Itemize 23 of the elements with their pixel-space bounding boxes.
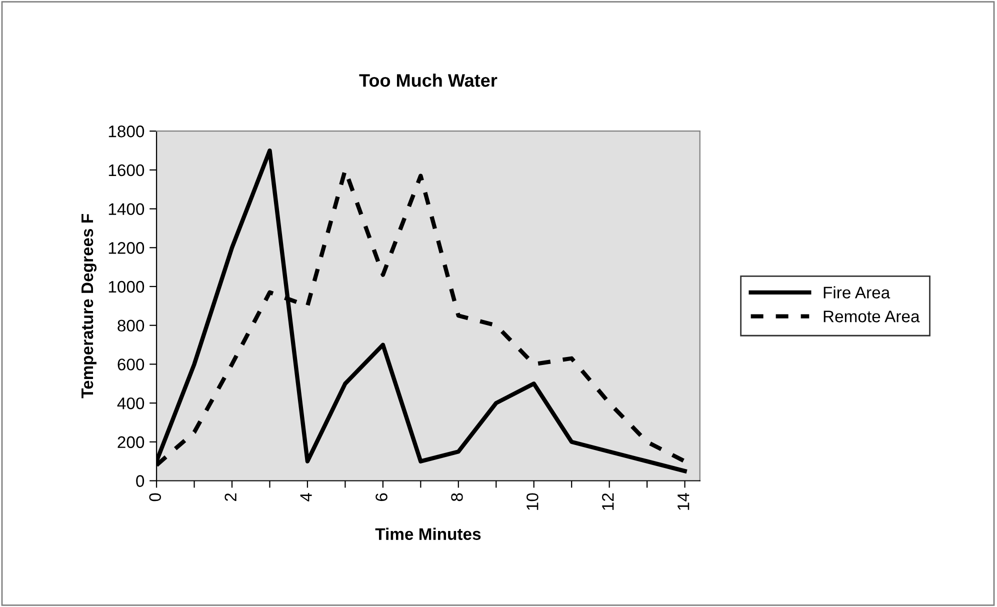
y-tick-label: 600 <box>118 358 144 370</box>
legend-label: Remote Area <box>824 310 920 322</box>
y-tick-label: 1400 <box>108 203 144 216</box>
x-tick-label: 6 <box>376 493 388 501</box>
x-tick-label: 10 <box>526 493 538 510</box>
x-tick-label: 8 <box>451 493 463 502</box>
x-tick-label: 0 <box>149 493 162 502</box>
x-tick-label: 14 <box>678 493 690 510</box>
y-tick-label: 400 <box>117 397 144 410</box>
y-tick-label: 1200 <box>108 242 144 254</box>
y-tick-label: 1800 <box>108 126 144 138</box>
chart-title: Too Much Water <box>359 74 498 87</box>
y-tick-label: 1000 <box>108 280 144 293</box>
y-axis-title: Temperature Degrees F <box>82 214 97 398</box>
legend-label: Fire Area <box>824 286 890 298</box>
x-axis-title: Time Minutes <box>375 528 481 540</box>
x-tick-label: 4 <box>300 493 312 502</box>
y-tick-label: 200 <box>118 436 144 448</box>
y-tick-label: 800 <box>118 320 144 332</box>
y-tick-label: 0 <box>136 475 144 487</box>
y-tick-label: 1600 <box>108 164 144 176</box>
x-tick-label: 12 <box>602 493 614 510</box>
x-tick-label: 2 <box>224 493 236 501</box>
